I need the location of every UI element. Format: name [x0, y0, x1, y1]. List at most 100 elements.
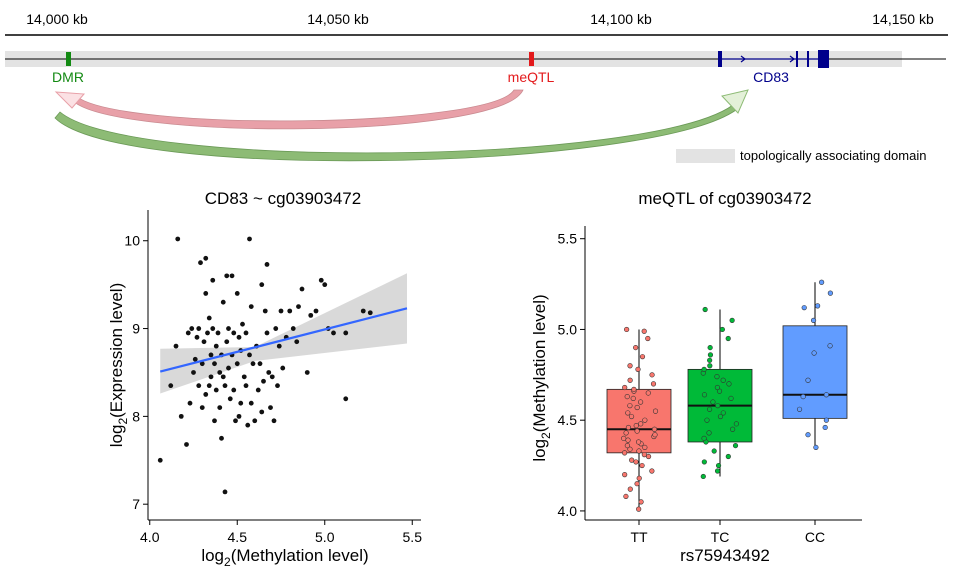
boxplot-y-tick-label: 4.5 [558, 412, 578, 428]
scatter-point [343, 396, 349, 402]
tad-legend: topologically associating domain [676, 148, 926, 163]
jitter-point [805, 432, 811, 438]
scatter-y-tick-label: 7 [132, 496, 140, 512]
scatter-point [238, 400, 244, 406]
jitter-point [645, 335, 651, 342]
jitter-point [627, 377, 633, 383]
jitter-point [701, 392, 708, 398]
jitter-point [711, 448, 717, 454]
jitter-point [633, 423, 639, 429]
scatter-point [269, 374, 275, 380]
scatter-point [213, 387, 219, 393]
coordinate-tick-label: 14,150 kb [872, 11, 934, 27]
scatter-point [189, 326, 195, 331]
scatter-point [308, 312, 314, 318]
jitter-point [796, 406, 803, 412]
jitter-point [813, 444, 819, 451]
jitter-point [627, 363, 633, 369]
jitter-point [720, 410, 726, 416]
scatter-point [226, 365, 231, 371]
jitter-point [633, 459, 639, 465]
jitter-point [827, 343, 833, 349]
jitter-point [810, 317, 817, 323]
box-cc [782, 279, 848, 451]
jitter-point [823, 392, 829, 398]
jitter-point [624, 393, 630, 400]
scatter-point [198, 260, 203, 266]
jitter-point [645, 453, 652, 460]
scatter-point [299, 286, 305, 292]
scatter-point [257, 361, 263, 367]
scatter-point [213, 343, 219, 349]
scatter-point [268, 405, 273, 410]
scatter-point [212, 361, 217, 367]
jitter-point [801, 305, 807, 311]
scatter-y-tick-label: 8 [132, 408, 140, 424]
scatter-point [187, 400, 193, 406]
jitter-point [725, 335, 731, 342]
scatter-point [261, 378, 266, 384]
scatter-point [276, 343, 282, 349]
scatter-point [203, 255, 209, 261]
scatter-point [287, 308, 293, 314]
scatter-point [222, 489, 228, 495]
boxplot-panel: meQTL of cg03903472 4.04.55.05.5 TT TC CC … [530, 189, 862, 565]
scatter-point [318, 277, 324, 283]
scatter-point [217, 370, 223, 375]
scatter-x-tick-label: 5.0 [315, 529, 335, 545]
scatter-x-label: log2(Methylation level) [201, 546, 368, 569]
coordinate-tick-label: 14,100 kb [590, 11, 652, 27]
boxplot-y-label: log2(Methylation level) [530, 294, 553, 461]
meqtl-label: meQTL [508, 69, 555, 85]
meqtl-marker [529, 52, 534, 66]
jitter-point [634, 428, 640, 434]
scatter-point [196, 326, 202, 331]
scatter-point [264, 262, 270, 267]
jitter-point [630, 395, 636, 402]
scatter-point [304, 370, 310, 375]
scatter-point [210, 326, 216, 331]
jitter-point [636, 506, 642, 512]
boxplot-y-tick-label: 5.0 [558, 321, 578, 337]
scatter-point [262, 308, 268, 314]
scatter-point [227, 396, 233, 402]
jitter-point [652, 432, 658, 438]
scatter-point [280, 365, 286, 371]
jitter-point [700, 473, 706, 480]
jitter-point [645, 390, 651, 396]
scatter-title: CD83 ~ cg03903472 [205, 189, 361, 208]
boxplot-x-tick-label: TC [711, 529, 730, 545]
jitter-point [707, 363, 713, 369]
scatter-point [252, 418, 258, 424]
scatter-y-label: log2(Expression level) [107, 283, 130, 447]
scatter-point [367, 310, 373, 316]
scatter-point [157, 457, 163, 463]
jitter-point [819, 279, 825, 285]
scatter-point [343, 330, 349, 336]
jitter-point [634, 481, 640, 487]
box-body [782, 325, 848, 419]
scatter-point [175, 236, 181, 242]
jitter-point [822, 424, 828, 431]
scatter-point [255, 387, 261, 393]
jitter-point [627, 403, 633, 409]
scatter-point [178, 413, 184, 419]
scatter-point [243, 330, 249, 336]
scatter-point [264, 330, 270, 336]
scatter-point [245, 422, 251, 428]
scatter-point [199, 361, 205, 367]
jitter-point [714, 384, 721, 391]
jitter-point [629, 457, 635, 463]
scatter-point [234, 291, 240, 296]
scatter-point [259, 282, 265, 288]
scatter-point [275, 383, 280, 389]
dmr-to-cd83-arrow [54, 89, 749, 162]
scatter-point [360, 308, 366, 314]
boxplot-x-tick-label: CC [805, 529, 825, 545]
boxplot-x-label: rs75943492 [680, 546, 770, 565]
jitter-point [701, 435, 707, 441]
jitter-point [707, 344, 713, 351]
scatter-x-ticks: 4.0 4.5 5.0 5.5 [140, 520, 422, 545]
scatter-point [278, 308, 284, 314]
scatter-point [236, 334, 242, 340]
